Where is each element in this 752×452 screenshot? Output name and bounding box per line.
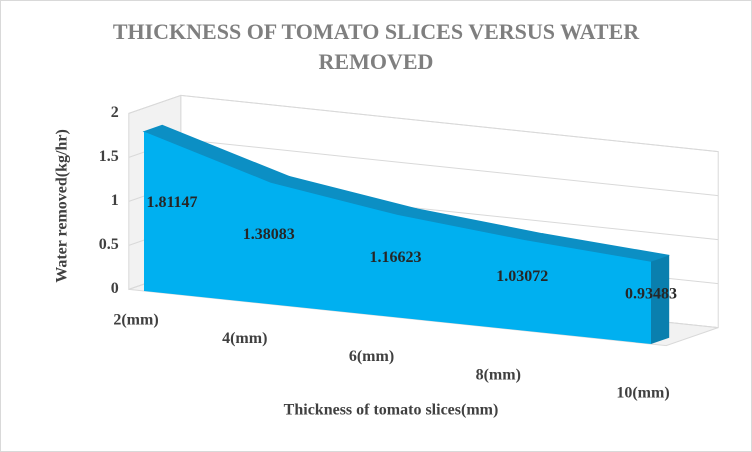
y-tick-label: 0 (111, 280, 119, 297)
x-tick-label: 4(mm) (222, 330, 267, 347)
data-label: 1.81147 (146, 194, 197, 211)
data-label: 1.03072 (496, 268, 548, 285)
grid-line (128, 94, 719, 153)
y-axis-title: Water removed(kg/hr) (54, 129, 71, 283)
chart-title: THICKNESS OF TOMATO SLICES VERSUS WATER … (112, 19, 640, 74)
data-label: 1.38083 (243, 226, 295, 243)
x-tick-label: 8(mm) (476, 366, 521, 383)
y-tick-label: 1 (111, 192, 119, 209)
x-tick-label: 10(mm) (616, 385, 669, 402)
y-tick-label: 0.5 (99, 236, 119, 253)
y-tick-label: 2 (111, 104, 119, 121)
x-tick-label: 2(mm) (113, 312, 158, 329)
area (144, 131, 651, 344)
x-tick-label: 6(mm) (349, 348, 394, 365)
data-label: 1.16623 (370, 249, 422, 266)
y-tick-label: 1.5 (99, 148, 119, 165)
data-label: 0.93483 (625, 286, 677, 303)
x-axis-title: Thickness of tomato slices(mm) (284, 402, 499, 419)
area-end-face (651, 255, 670, 344)
